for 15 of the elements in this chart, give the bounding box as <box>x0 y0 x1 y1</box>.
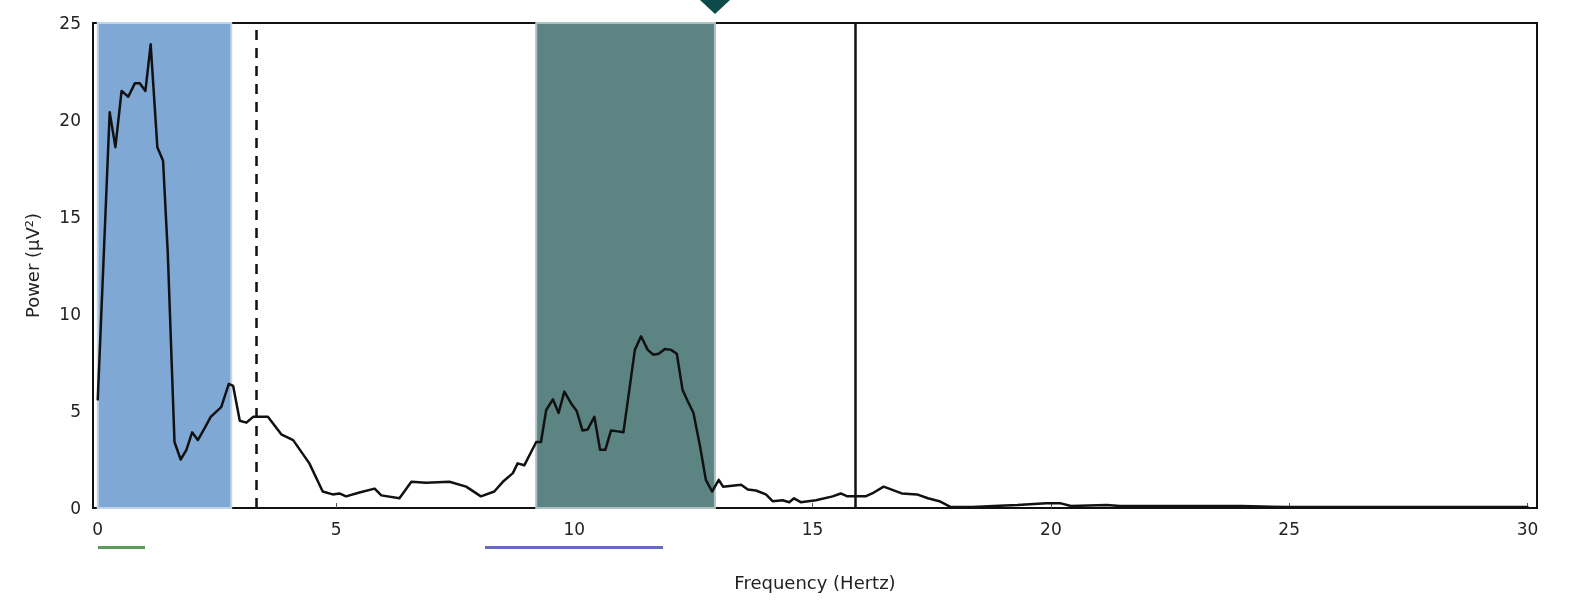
y-tick-label: 10 <box>59 304 81 324</box>
x-tick-label: 30 <box>1516 518 1539 539</box>
y-tick-label: 15 <box>59 207 81 227</box>
x-tick-label: 15 <box>801 518 824 539</box>
x-tick-label: 25 <box>1278 518 1301 539</box>
x-tick-label: 5 <box>330 518 342 539</box>
y-axis-title: Power (μV²) <box>21 212 43 319</box>
x-tick-label: 10 <box>563 518 586 539</box>
y-tick-label: 25 <box>59 13 81 33</box>
y-tick-label: 0 <box>70 498 81 518</box>
x-tick-label: 20 <box>1040 518 1062 539</box>
x-tick-label: 0 <box>92 518 104 539</box>
x-axis-title: Frequency (Hertz) <box>734 571 896 593</box>
y-tick-label: 20 <box>59 110 81 130</box>
y-tick-label: 5 <box>70 401 81 421</box>
